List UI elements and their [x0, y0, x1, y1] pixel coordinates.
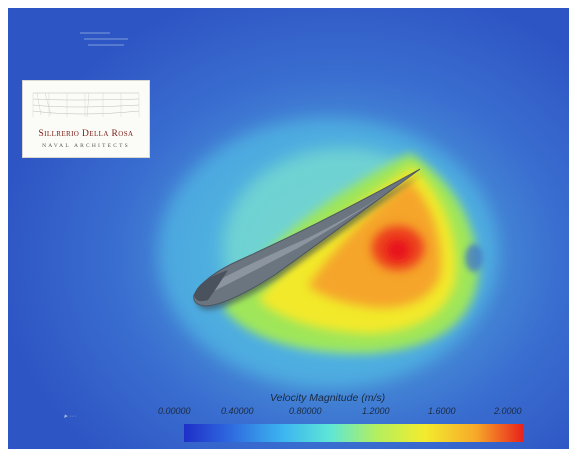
legend-tick: 2.0000: [494, 406, 522, 416]
scale-marker: ▸ ···: [64, 413, 77, 420]
legend-tick: 1.6000: [428, 406, 456, 416]
legend-tick: 1.2000: [362, 406, 390, 416]
logo-subtitle: NAVAL ARCHITECTS: [42, 143, 130, 149]
faint-watermark: [80, 32, 128, 46]
ship-lines-drawing: [32, 92, 140, 118]
foil-leading-edge: [194, 270, 228, 302]
velocity-field: [158, 118, 498, 388]
logo-brand-name: Sillrerio Della Rosa: [38, 129, 134, 139]
legend-tick: 0.40000: [221, 406, 254, 416]
legend-colorbar: [184, 424, 523, 442]
company-logo: Sillrerio Della Rosa NAVAL ARCHITECTS: [22, 80, 150, 158]
contour-red-core: [387, 240, 409, 260]
foil-highlight: [208, 172, 416, 292]
wake-spot: [465, 244, 483, 272]
legend-tick: 0.80000: [289, 406, 322, 416]
legend-tick: 0.00000: [158, 406, 191, 416]
legend-title: Velocity Magnitude (m/s): [270, 392, 386, 404]
simulation-frame: Sillrerio Della Rosa NAVAL ARCHITECTS ▸ …: [8, 8, 569, 449]
